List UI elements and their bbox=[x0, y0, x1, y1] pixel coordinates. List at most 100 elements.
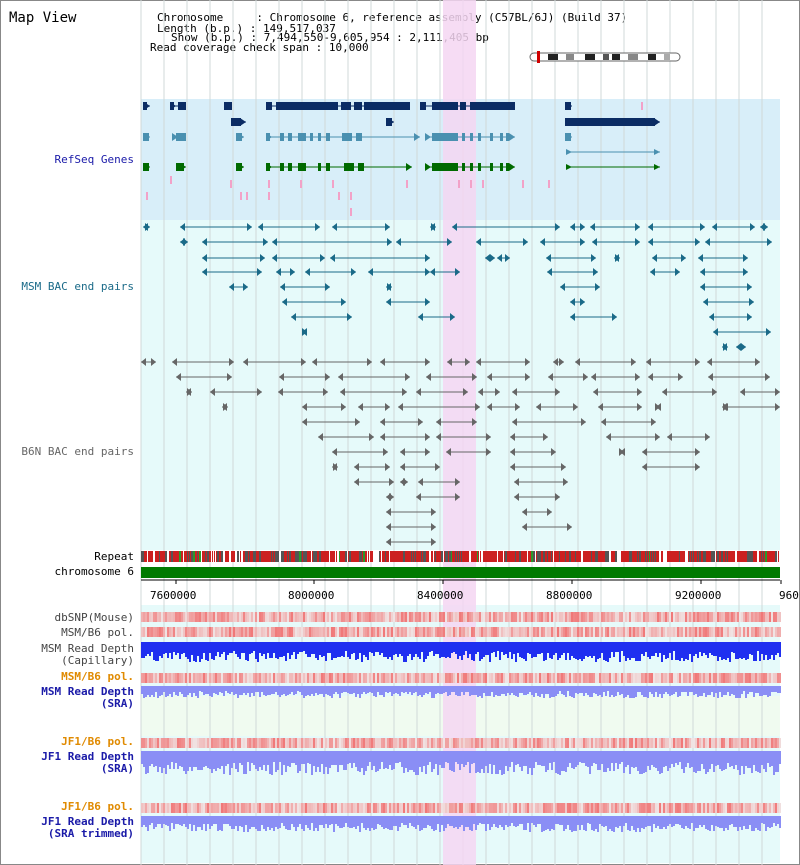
msm-bac-pair[interactable] bbox=[722, 343, 728, 351]
b6n-bac-pair[interactable] bbox=[380, 418, 423, 426]
msm-bac-pair[interactable] bbox=[700, 283, 752, 291]
b6n-bac-pair[interactable] bbox=[210, 388, 262, 396]
track-label-repeat[interactable]: Repeat bbox=[94, 550, 134, 563]
b6n-bac-pair[interactable] bbox=[386, 523, 436, 531]
msm-bac-pair[interactable] bbox=[652, 254, 686, 262]
msm-bac-pair[interactable] bbox=[648, 238, 700, 246]
msm-bac-pair[interactable] bbox=[418, 313, 455, 321]
b6n-bac-pair[interactable] bbox=[446, 448, 491, 456]
b6n-bac-pair[interactable] bbox=[648, 373, 683, 381]
b6n-bac-pair[interactable] bbox=[447, 358, 470, 366]
gene-model[interactable] bbox=[143, 163, 150, 171]
b6n-bac-pair[interactable] bbox=[522, 523, 572, 531]
gene-model[interactable] bbox=[566, 149, 660, 155]
b6n-bac-pair[interactable] bbox=[478, 388, 500, 396]
b6n-bac-pair[interactable] bbox=[354, 463, 390, 471]
track-label-msm-bac[interactable]: MSM BAC end pairs bbox=[21, 280, 134, 293]
gene-model[interactable] bbox=[266, 102, 410, 110]
gene-model[interactable] bbox=[231, 118, 246, 126]
b6n-bac-pair[interactable] bbox=[646, 358, 700, 366]
msm-bac-pair[interactable] bbox=[570, 298, 585, 306]
msm-bac-pair[interactable] bbox=[547, 268, 598, 276]
gene-model[interactable] bbox=[236, 163, 244, 171]
selection-highlight[interactable] bbox=[443, 0, 476, 865]
b6n-bac-pair[interactable] bbox=[619, 448, 625, 456]
msm-bac-pair[interactable] bbox=[614, 254, 620, 262]
msm-bac-pair[interactable] bbox=[760, 223, 768, 231]
b6n-bac-pair[interactable] bbox=[416, 493, 460, 501]
jf1-read-depth-sra-track[interactable] bbox=[141, 751, 781, 775]
b6n-bac-pair[interactable] bbox=[380, 433, 430, 441]
msm-bac-pair[interactable] bbox=[276, 268, 295, 276]
msm-bac-pair[interactable] bbox=[570, 313, 617, 321]
gene-model[interactable] bbox=[176, 163, 186, 171]
b6n-bac-pair[interactable] bbox=[222, 403, 228, 411]
msm-bac-pair[interactable] bbox=[386, 283, 392, 291]
msm-bac-pair[interactable] bbox=[698, 254, 748, 262]
b6n-bac-pair[interactable] bbox=[642, 463, 700, 471]
track-label-dbsnp[interactable]: dbSNP(Mouse) bbox=[54, 611, 134, 624]
track-label-refseq[interactable]: RefSeq Genes bbox=[54, 153, 134, 166]
msm-bac-pair[interactable] bbox=[540, 238, 585, 246]
track-label-jf1-b6-pol-2[interactable]: JF1/B6 pol. bbox=[61, 800, 134, 813]
b6n-bac-pair[interactable] bbox=[536, 403, 578, 411]
msm-bac-pair[interactable] bbox=[302, 328, 307, 336]
b6n-bac-pair[interactable] bbox=[598, 403, 642, 411]
gene-model[interactable] bbox=[266, 133, 420, 141]
gene-model[interactable] bbox=[224, 102, 232, 110]
b6n-bac-pair[interactable] bbox=[354, 478, 394, 486]
track-label-jf1-read-depth-trimmed[interactable]: JF1 Read Depth (SRA trimmed) bbox=[41, 816, 134, 840]
msm-bac-pair[interactable] bbox=[396, 238, 452, 246]
msm-bac-pair[interactable] bbox=[452, 223, 560, 231]
msm-bac-pair[interactable] bbox=[280, 283, 330, 291]
b6n-bac-pair[interactable] bbox=[436, 418, 477, 426]
gene-model[interactable] bbox=[143, 102, 150, 110]
b6n-bac-pair[interactable] bbox=[400, 448, 430, 456]
b6n-bac-pair[interactable] bbox=[398, 403, 480, 411]
b6n-bac-pair[interactable] bbox=[591, 373, 640, 381]
gene-model[interactable] bbox=[266, 163, 412, 171]
msm-bac-pair[interactable] bbox=[497, 254, 510, 262]
msm-bac-pair[interactable] bbox=[712, 223, 755, 231]
refseq-genes-track[interactable] bbox=[143, 102, 660, 216]
dbsnp-track[interactable] bbox=[141, 612, 781, 622]
msm-bac-pair[interactable] bbox=[476, 238, 528, 246]
track-label-msm-read-depth-sra[interactable]: MSM Read Depth (SRA) bbox=[41, 686, 134, 710]
b6n-bac-pair[interactable] bbox=[386, 493, 394, 501]
msm-bac-pair[interactable] bbox=[705, 238, 772, 246]
b6n-bac-pair[interactable] bbox=[514, 478, 568, 486]
msm-bac-pair[interactable] bbox=[560, 283, 600, 291]
b6n-bac-pair[interactable] bbox=[510, 448, 556, 456]
msm-bac-pair[interactable] bbox=[485, 254, 495, 262]
b6n-bac-pair[interactable] bbox=[514, 493, 560, 501]
b6n-bac-pair[interactable] bbox=[279, 373, 330, 381]
b6n-bac-pair[interactable] bbox=[141, 358, 156, 366]
b6n-bac-pair[interactable] bbox=[667, 433, 710, 441]
msm-bac-pair[interactable] bbox=[546, 254, 596, 262]
depth-tracks[interactable] bbox=[141, 642, 781, 832]
gene-model[interactable] bbox=[565, 102, 572, 110]
msm-bac-pair[interactable] bbox=[736, 343, 746, 351]
gene-model[interactable] bbox=[565, 118, 660, 126]
b6n-bac-pair[interactable] bbox=[278, 388, 328, 396]
track-label-chromosome[interactable]: chromosome 6 bbox=[54, 565, 134, 578]
msm-bac-pair[interactable] bbox=[703, 298, 754, 306]
chromosome-bar[interactable] bbox=[141, 567, 780, 578]
b6n-bac-pair[interactable] bbox=[487, 403, 520, 411]
b6n-bac-pair[interactable] bbox=[740, 388, 780, 396]
b6n-bac-pair[interactable] bbox=[318, 433, 374, 441]
b6n-bac-pair[interactable] bbox=[512, 418, 586, 426]
msm-bac-pair[interactable] bbox=[305, 268, 356, 276]
msm-bac-pair[interactable] bbox=[430, 268, 460, 276]
b6n-bac-pair[interactable] bbox=[510, 433, 548, 441]
msm-bac-pair[interactable] bbox=[650, 268, 680, 276]
gene-model[interactable] bbox=[236, 133, 244, 141]
msm-bac-pair[interactable] bbox=[272, 238, 392, 246]
b6n-bac-pair[interactable] bbox=[176, 373, 232, 381]
b6n-bac-pair[interactable] bbox=[426, 373, 477, 381]
b6n-bac-pair[interactable] bbox=[358, 403, 390, 411]
b6n-bac-pair[interactable] bbox=[708, 373, 770, 381]
track-label-jf1-read-depth-sra[interactable]: JF1 Read Depth (SRA) bbox=[41, 751, 134, 775]
msm-bac-pair[interactable] bbox=[700, 268, 748, 276]
msm-bac-pair[interactable] bbox=[648, 223, 705, 231]
